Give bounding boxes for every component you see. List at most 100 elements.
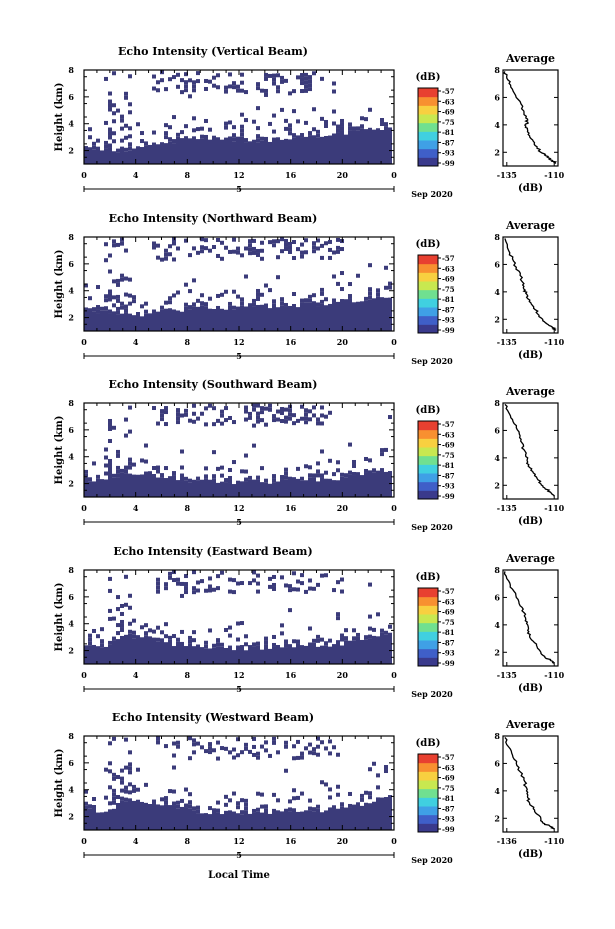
echo-cell (196, 809, 200, 814)
echo-cell (228, 625, 232, 630)
colorbar-tick-label: -87 (442, 138, 455, 147)
echo-cell (116, 278, 120, 283)
echo-cell (312, 807, 316, 812)
echo-cell (124, 785, 128, 790)
colorbar-segment (418, 622, 438, 632)
colorbar-tick-label: -63 (442, 597, 455, 606)
echo-cell (384, 797, 388, 830)
echo-cell (384, 285, 388, 290)
echo-cell (200, 305, 204, 331)
echo-heatmap (84, 237, 392, 331)
echo-cell (236, 813, 240, 830)
echo-cell (220, 413, 224, 418)
echo-cell (204, 422, 208, 427)
echo-cell (304, 72, 308, 77)
x-tick-label: 12 (233, 170, 244, 180)
echo-cell (260, 140, 264, 164)
echo-cell (156, 421, 160, 426)
echo-cell (188, 289, 192, 294)
echo-cell (312, 135, 316, 164)
echo-cell (164, 466, 168, 471)
echo-cell (112, 279, 116, 284)
echo-cell (120, 146, 124, 164)
echo-cell (256, 573, 260, 578)
x-tick-label: 20 (337, 503, 349, 513)
average-x-label: (dB) (518, 516, 543, 527)
echo-cell (128, 146, 132, 151)
colorbar-tick-label: -69 (442, 108, 455, 117)
echo-cell (384, 265, 388, 270)
echo-cell (224, 121, 228, 126)
echo-cell (324, 297, 328, 302)
colorbar-tick-label: -63 (442, 763, 455, 772)
echo-cell (100, 627, 104, 632)
echo-cell (192, 306, 196, 331)
echo-cell (360, 475, 364, 497)
echo-cell (192, 479, 196, 497)
echo-cell (332, 644, 336, 664)
colorbar-frame (417, 87, 439, 167)
echo-cell (84, 805, 88, 830)
echo-cell (152, 86, 156, 91)
echo-cell (132, 618, 136, 623)
echo-cell (280, 811, 284, 830)
echo-cell (232, 755, 236, 760)
echo-cell (180, 138, 184, 164)
echo-cell (332, 133, 336, 164)
echo-cell (176, 740, 180, 745)
echo-cell (96, 812, 100, 830)
echo-cell (316, 461, 320, 466)
echo-cell (336, 237, 340, 242)
echo-cell (148, 803, 152, 830)
echo-cell (160, 417, 164, 422)
echo-cell (216, 756, 220, 761)
x-tick-label: 16 (285, 836, 297, 846)
echo-cell (304, 589, 308, 594)
average-x-label: (dB) (518, 350, 543, 361)
echo-cell (164, 622, 168, 627)
echo-cell (196, 476, 200, 481)
echo-cell (248, 749, 252, 754)
echo-cell (160, 805, 164, 830)
echo-cell (108, 293, 112, 298)
echo-cell (284, 306, 288, 331)
echo-cell (184, 803, 188, 808)
colorbar-segment (418, 289, 438, 299)
echo-cell (324, 119, 328, 124)
echo-cell (168, 575, 172, 580)
echo-cell (340, 637, 344, 642)
echo-cell (156, 637, 160, 642)
echo-cell (196, 805, 200, 810)
echo-cell (116, 469, 120, 474)
echo-cell (236, 88, 240, 93)
echo-cell (316, 752, 320, 757)
echo-cell (328, 458, 332, 463)
echo-cell (304, 136, 308, 164)
echo-cell (124, 292, 128, 297)
echo-cell (96, 478, 100, 497)
y-tick-label: 4 (68, 119, 74, 129)
colorbar-segment (418, 797, 438, 807)
echo-cell (244, 742, 248, 747)
echo-cell (304, 416, 308, 421)
colorbar-tick-label: -57 (442, 87, 455, 96)
x-tick-label: 0 (81, 503, 87, 513)
echo-cell (124, 123, 128, 128)
echo-cell (128, 766, 132, 771)
echo-cell (132, 638, 136, 664)
echo-cell (280, 475, 284, 480)
echo-cell (204, 640, 208, 645)
echo-cell (108, 741, 112, 746)
echo-cell (164, 300, 168, 305)
echo-cell (172, 741, 176, 746)
echo-cell (284, 643, 288, 648)
x-tick-label: 0 (81, 170, 87, 180)
echo-cell (192, 742, 196, 747)
echo-cell (108, 462, 112, 467)
echo-cell (336, 752, 340, 757)
echo-cell (320, 573, 324, 578)
x-tick-label: 4 (133, 337, 139, 347)
echo-cell (292, 477, 296, 497)
echo-cell (180, 593, 184, 598)
echo-cell (144, 443, 148, 448)
